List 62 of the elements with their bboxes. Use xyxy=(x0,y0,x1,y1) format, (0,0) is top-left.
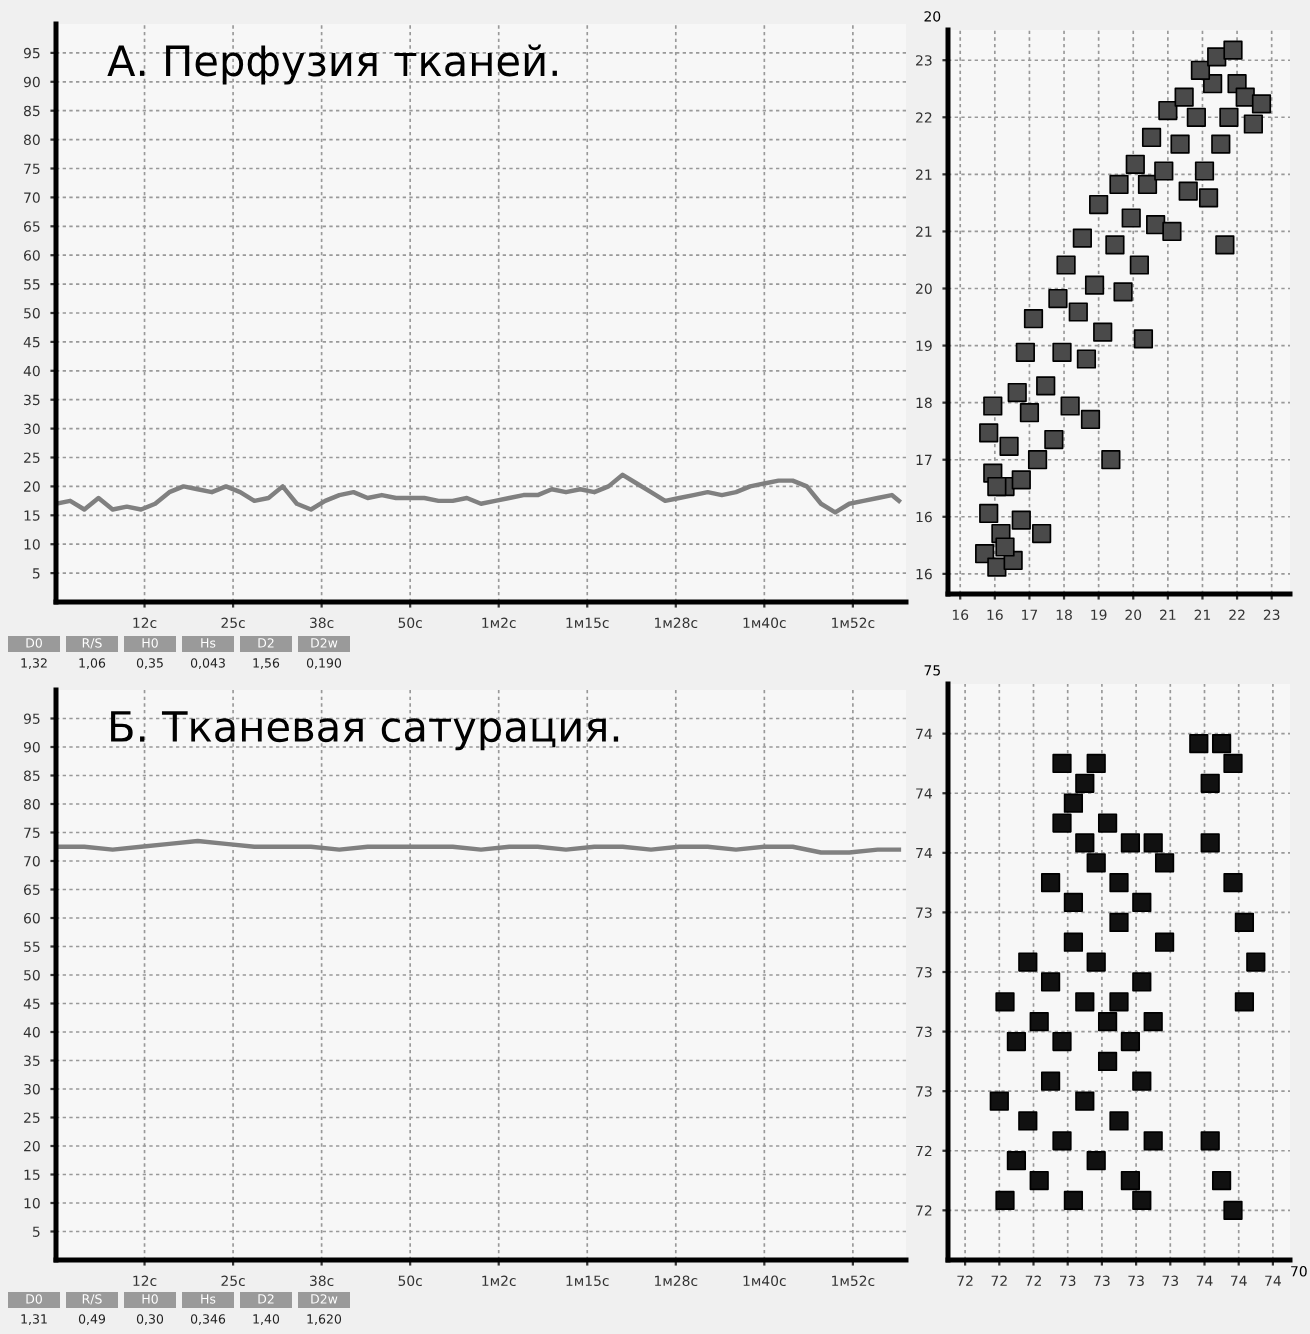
point xyxy=(1097,813,1118,833)
point xyxy=(995,1190,1015,1211)
point xyxy=(1052,1131,1072,1151)
point xyxy=(1075,1091,1095,1111)
chart-title: А. Перфузия тканей. xyxy=(107,44,557,85)
point xyxy=(1120,1170,1141,1191)
point xyxy=(1029,1170,1049,1191)
point xyxy=(1097,1051,1118,1071)
point xyxy=(1063,793,1084,813)
point xyxy=(1200,833,1220,853)
point xyxy=(1143,833,1163,853)
chart-title: Б. Тканевая сатурация. xyxy=(111,711,619,751)
point xyxy=(1132,1190,1152,1211)
point xyxy=(1109,873,1129,893)
point xyxy=(1006,1151,1027,1171)
point xyxy=(1143,1012,1163,1032)
point xyxy=(1097,1012,1118,1032)
point xyxy=(989,1091,1009,1111)
point xyxy=(1132,972,1152,992)
point xyxy=(1189,733,1209,754)
point xyxy=(1223,873,1243,893)
point xyxy=(1063,1190,1084,1211)
line-series xyxy=(56,472,902,515)
point xyxy=(1086,853,1106,873)
point xyxy=(1246,952,1266,972)
point xyxy=(1052,1031,1072,1052)
point xyxy=(1040,873,1061,893)
point xyxy=(1109,1111,1129,1131)
point xyxy=(1063,932,1084,952)
point xyxy=(1052,753,1072,774)
point xyxy=(1200,1131,1220,1151)
point xyxy=(995,992,1015,1012)
point xyxy=(1086,753,1106,774)
point xyxy=(1154,853,1175,873)
point xyxy=(1040,972,1061,992)
point xyxy=(1223,753,1243,774)
point xyxy=(1200,773,1220,793)
point xyxy=(1234,912,1255,932)
point xyxy=(1132,892,1152,913)
point xyxy=(1075,773,1095,793)
point xyxy=(1086,1151,1106,1171)
point xyxy=(1109,912,1129,932)
point xyxy=(1018,952,1038,972)
point xyxy=(1223,1200,1243,1220)
point xyxy=(1040,1071,1061,1091)
point xyxy=(1052,813,1072,833)
point xyxy=(1063,892,1084,913)
point xyxy=(1086,952,1106,972)
point xyxy=(1120,1031,1141,1052)
point xyxy=(1120,833,1141,853)
point xyxy=(1234,992,1255,1012)
point xyxy=(1154,932,1175,952)
point xyxy=(1109,992,1129,1012)
point xyxy=(1143,1131,1163,1151)
point xyxy=(1006,1031,1027,1052)
point xyxy=(1029,1012,1049,1032)
point xyxy=(1132,1071,1152,1091)
point xyxy=(1075,992,1095,1012)
point xyxy=(1211,1170,1232,1191)
point xyxy=(1075,833,1095,853)
point xyxy=(1018,1111,1038,1131)
point xyxy=(1211,733,1232,754)
